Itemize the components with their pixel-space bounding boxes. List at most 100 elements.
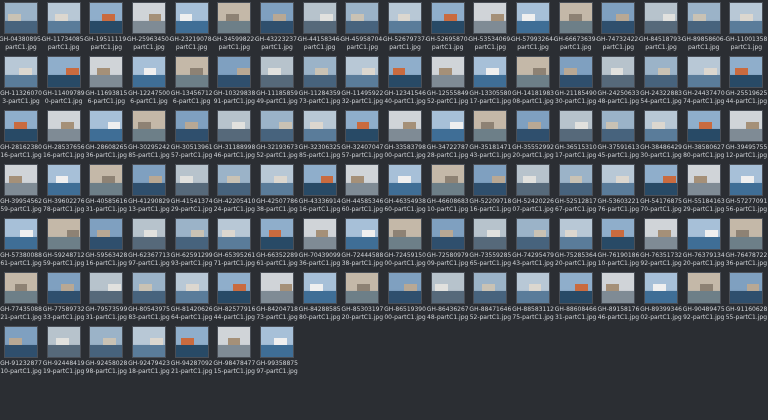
file-thumbnail[interactable]: GH-80543975 83-partC1.jpg — [128, 270, 170, 322]
file-thumbnail[interactable]: GH-94287092 21-partC1.jpg — [171, 324, 213, 376]
file-thumbnail[interactable]: GH-72580979 09-partC1.jpg — [427, 216, 469, 268]
file-thumbnail[interactable]: GH-72459150 00-partC1.jpg — [384, 216, 426, 268]
file-thumbnail[interactable]: GH-12341546 40-partC1.jpg — [384, 54, 426, 106]
file-thumbnail[interactable]: GH-21185490 30-partC1.jpg — [555, 54, 597, 106]
file-thumbnail[interactable]: GH-11284359 73-partC1.jpg — [299, 54, 341, 106]
file-thumbnail[interactable]: GH-19511119- partC1.jpg — [84, 0, 128, 52]
file-thumbnail[interactable]: GH-10329838 91-partC1.jpg — [213, 54, 255, 106]
file-thumbnail[interactable]: GH-28537656 16-partC1.jpg — [43, 108, 85, 160]
file-thumbnail[interactable]: GH-91160628 55-partC1.jpg — [725, 270, 767, 322]
file-thumbnail[interactable]: GH-42205410 24-partC1.jpg — [213, 162, 255, 214]
file-thumbnail[interactable]: GH-82577916 44-partC1.jpg — [213, 270, 255, 322]
file-thumbnail[interactable]: GH-41290829 13-partC1.jpg — [128, 162, 170, 214]
file-thumbnail[interactable]: GH-88583112 75-partC1.jpg — [512, 270, 554, 322]
file-thumbnail[interactable]: GH-39495755 12-partC1.jpg — [725, 108, 767, 160]
file-thumbnail[interactable]: GH-52512817 67-partC1.jpg — [555, 162, 597, 214]
file-thumbnail[interactable]: GH-14181983 08-partC1.jpg — [512, 54, 554, 106]
file-thumbnail[interactable]: GH-76351732 92-partC1.jpg — [640, 216, 682, 268]
file-thumbnail[interactable]: GH-76478722 36-partC1.jpg — [725, 216, 767, 268]
file-thumbnail[interactable]: GH-11693815 6-partC1.jpg — [85, 54, 127, 106]
file-thumbnail[interactable]: GH-30295242 85-partC1.jpg — [128, 108, 170, 160]
file-thumbnail[interactable]: GH-55184163 29-partC1.jpg — [683, 162, 725, 214]
file-thumbnail[interactable]: GH-12555849 52-partC1.jpg — [427, 54, 469, 106]
file-thumbnail[interactable]: GH-39602276 78-partC1.jpg — [43, 162, 85, 214]
file-thumbnail[interactable]: GH-13305580 17-partC1.jpg — [469, 54, 511, 106]
file-thumbnail[interactable]: GH-32193673 52-partC1.jpg — [256, 108, 298, 160]
file-thumbnail[interactable]: GH-11185859 49-partC1.jpg — [256, 54, 298, 106]
file-thumbnail[interactable]: GH-25963450- partC1.jpg — [127, 0, 171, 52]
file-thumbnail[interactable]: GH-32306325 85-partC1.jpg — [299, 108, 341, 160]
file-thumbnail[interactable]: GH-43223237- partC1.jpg — [255, 0, 299, 52]
file-thumbnail[interactable]: GH-99358875 97-partC1.jpg — [256, 324, 298, 376]
file-thumbnail[interactable]: GH-52695870- partC1.jpg — [426, 0, 470, 52]
file-thumbnail[interactable]: GH-44585346 60-partC1.jpg — [341, 162, 383, 214]
file-thumbnail[interactable]: GH-73559285 65-partC1.jpg — [469, 216, 511, 268]
file-thumbnail[interactable]: GH-66352289 61-partC1.jpg — [256, 216, 298, 268]
file-thumbnail[interactable]: GH-90489475 92-partC1.jpg — [683, 270, 725, 322]
file-thumbnail[interactable]: GH-92458028 98-partC1.jpg — [85, 324, 127, 376]
file-thumbnail[interactable]: GH-76379134 20-partC1.jpg — [683, 216, 725, 268]
file-thumbnail[interactable]: GH-89158176 46-partC1.jpg — [597, 270, 639, 322]
file-thumbnail[interactable]: GH-88608466 31-partC1.jpg — [555, 270, 597, 322]
file-thumbnail[interactable]: GH-75285364 20-partC1.jpg — [555, 216, 597, 268]
file-thumbnail[interactable]: GH-52679737- partC1.jpg — [383, 0, 427, 52]
file-thumbnail[interactable]: GH-37591613 45-partC1.jpg — [597, 108, 639, 160]
file-thumbnail[interactable]: GH-98478477 15-partC1.jpg — [213, 324, 255, 376]
file-thumbnail[interactable]: GH-38580627 80-partC1.jpg — [683, 108, 725, 160]
file-thumbnail[interactable]: GH-59563428 16-partC1.jpg — [85, 216, 127, 268]
file-thumbnail[interactable]: GH-92448419 19-partC1.jpg — [43, 324, 85, 376]
file-thumbnail[interactable]: GH-28608265 36-partC1.jpg — [85, 108, 127, 160]
file-thumbnail[interactable]: GH-46354938 60-partC1.jpg — [384, 162, 426, 214]
file-thumbnail[interactable]: GH-34599822- partC1.jpg — [212, 0, 256, 52]
file-thumbnail[interactable]: GH-33583798 00-partC1.jpg — [384, 108, 426, 160]
file-thumbnail[interactable]: GH-11734085- partC1.jpg — [42, 0, 86, 52]
file-thumbnail[interactable]: GH-84204718 73-partC1.jpg — [256, 270, 298, 322]
file-thumbnail[interactable]: GH-66673639- partC1.jpg — [554, 0, 598, 52]
file-thumbnail[interactable]: GH-30513961 57-partC1.jpg — [171, 108, 213, 160]
file-thumbnail[interactable]: GH-46608683 10-partC1.jpg — [427, 162, 469, 214]
file-thumbnail[interactable]: GH-25519625 44-partC1.jpg — [725, 54, 767, 106]
file-thumbnail[interactable]: GH-43336914 16-partC1.jpg — [299, 162, 341, 214]
file-thumbnail[interactable]: GH-74295479 43-partC1.jpg — [512, 216, 554, 268]
file-thumbnail[interactable]: GH-85303197 20-partC1.jpg — [341, 270, 383, 322]
file-thumbnail[interactable]: GH-13456712 6-partC1.jpg — [171, 54, 213, 106]
file-thumbnail[interactable]: GH-32407047 57-partC1.jpg — [341, 108, 383, 160]
file-thumbnail[interactable]: GH-77589732 33-partC1.jpg — [43, 270, 85, 322]
file-thumbnail[interactable]: GH-53534069- partC1.jpg — [468, 0, 512, 52]
file-thumbnail[interactable]: GH-23219078- partC1.jpg — [170, 0, 214, 52]
file-thumbnail[interactable]: GH-54176875 70-partC1.jpg — [640, 162, 682, 214]
file-thumbnail[interactable]: GH-86436267 48-partC1.jpg — [427, 270, 469, 322]
file-thumbnail[interactable]: GH-52209718 16-partC1.jpg — [469, 162, 511, 214]
file-thumbnail[interactable]: GH-39954562 59-partC1.jpg — [0, 162, 42, 214]
file-thumbnail[interactable]: GH-45958704- partC1.jpg — [340, 0, 384, 52]
file-thumbnail[interactable]: GH-44158346- partC1.jpg — [298, 0, 342, 52]
file-thumbnail[interactable]: GH-76190186 10-partC1.jpg — [597, 216, 639, 268]
file-thumbnail[interactable]: GH-11409789 0-partC1.jpg — [43, 54, 85, 106]
file-thumbnail[interactable]: GH-77435088 21-partC1.jpg — [0, 270, 42, 322]
file-thumbnail[interactable]: GH-74732422- partC1.jpg — [596, 0, 640, 52]
file-thumbnail[interactable]: GH-41541374 29-partC1.jpg — [171, 162, 213, 214]
file-thumbnail[interactable]: GH-35552992 20-partC1.jpg — [512, 108, 554, 160]
file-thumbnail[interactable]: GH-11495922 32-partC1.jpg — [341, 54, 383, 106]
file-thumbnail[interactable]: GH-59248712 59-partC1.jpg — [43, 216, 85, 268]
file-thumbnail[interactable]: GH-57993264- partC1.jpg — [511, 0, 555, 52]
file-thumbnail[interactable]: GH-24437470 74-partC1.jpg — [683, 54, 725, 106]
file-thumbnail[interactable]: GH-24322883 54-partC1.jpg — [640, 54, 682, 106]
file-thumbnail[interactable]: GH-91232877 10-partC1.jpg — [0, 324, 42, 376]
file-thumbnail[interactable]: GH-11326070 3-partC1.jpg — [0, 54, 42, 106]
file-thumbnail[interactable]: GH-89399346 02-partC1.jpg — [640, 270, 682, 322]
file-thumbnail[interactable]: GH-28162380 16-partC1.jpg — [0, 108, 42, 160]
file-thumbnail[interactable]: GH-62367713 97-partC1.jpg — [128, 216, 170, 268]
file-thumbnail[interactable]: GH-40585616 31-partC1.jpg — [85, 162, 127, 214]
file-thumbnail[interactable]: GH-89858606- partC1.jpg — [682, 0, 726, 52]
file-thumbnail[interactable]: GH-35181471 43-partC1.jpg — [469, 108, 511, 160]
file-thumbnail[interactable]: GH-04380895- partC1.jpg — [0, 0, 43, 52]
file-thumbnail[interactable]: GH-12247500 6-partC1.jpg — [128, 54, 170, 106]
file-thumbnail[interactable]: GH-65395261 71-partC1.jpg — [213, 216, 255, 268]
file-thumbnail[interactable]: GH-79573599 31-partC1.jpg — [85, 270, 127, 322]
file-thumbnail[interactable]: GH-11001358 partC1.jpg — [725, 0, 767, 52]
file-thumbnail[interactable]: GH-81420626 64-partC1.jpg — [171, 270, 213, 322]
file-thumbnail[interactable]: GH-52420226 07-partC1.jpg — [512, 162, 554, 214]
file-thumbnail[interactable]: GH-70439099 36-partC1.jpg — [299, 216, 341, 268]
file-thumbnail[interactable]: GH-84288585 80-partC1.jpg — [299, 270, 341, 322]
